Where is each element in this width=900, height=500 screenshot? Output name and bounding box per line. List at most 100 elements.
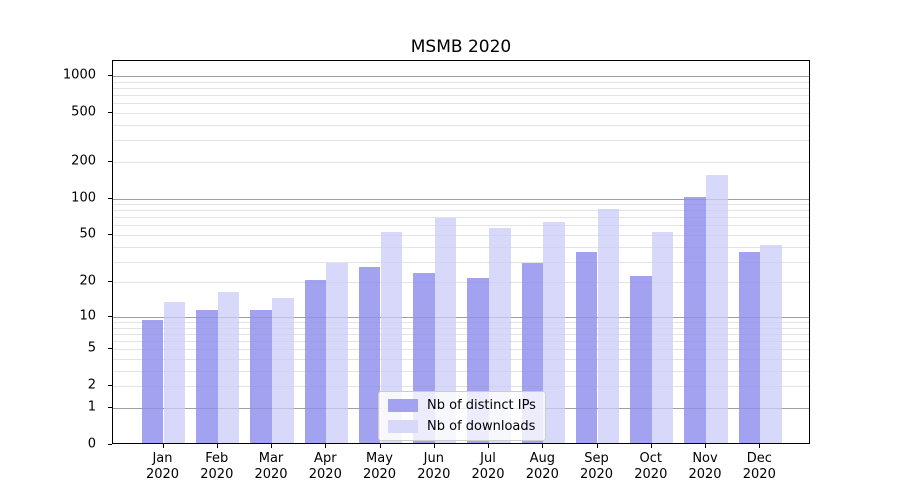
x-tick-mark-aug — [542, 444, 544, 448]
bar-ips-jan — [141, 320, 164, 443]
legend-label-downloads: Nb of downloads — [427, 419, 536, 434]
bar-downloads-jun — [434, 217, 457, 443]
x-tick-label-dec: Dec 2020 — [727, 451, 791, 483]
bar-ips-apr — [304, 280, 327, 443]
y-tick-mark-2 — [108, 385, 112, 387]
y-tick-label-1000: 1000 — [62, 67, 96, 83]
y-tick-mark-1000 — [108, 74, 112, 76]
gridline-90 — [113, 204, 809, 205]
gridline-2 — [113, 386, 809, 388]
year-text: 2020 — [471, 467, 505, 482]
x-tick-mark-jan — [162, 444, 164, 448]
month-text: May — [366, 451, 393, 466]
month-text: Jul — [480, 451, 496, 466]
y-axis-labels: 0 1 2 5 10 20 50 100 200 500 1000 — [0, 60, 105, 451]
legend-row-downloads: Nb of downloads — [388, 419, 536, 434]
x-tick-label-nov: Nov 2020 — [673, 451, 737, 483]
bar-ips-sep — [575, 251, 598, 443]
year-text: 2020 — [742, 467, 776, 482]
year-text: 2020 — [634, 467, 668, 482]
y-tick-mark-5 — [108, 348, 112, 350]
gridlines-under — [113, 61, 809, 443]
year-text: 2020 — [579, 467, 614, 482]
bar-downloads-sep — [597, 208, 620, 443]
year-text: 2020 — [525, 467, 559, 482]
y-tick-label-2: 2 — [87, 377, 96, 393]
chart-title: MSMB 2020 — [410, 37, 512, 57]
x-tick-label-jul: Jul 2020 — [456, 451, 520, 483]
y-tick-label-500: 500 — [71, 104, 96, 120]
gridline-900 — [113, 81, 809, 83]
bar-downloads-mar — [272, 298, 294, 443]
gridline-100 — [113, 198, 809, 200]
year-text: 2020 — [254, 467, 288, 482]
x-tick-label-sep: Sep 2020 — [565, 451, 629, 483]
y-tick-label-1: 1 — [87, 399, 96, 415]
x-tick-mark-apr — [325, 444, 327, 448]
gridline-3 — [113, 370, 809, 372]
bar-downloads-may — [380, 231, 403, 443]
month-text: Oct — [639, 451, 663, 466]
bar-ips-may — [358, 266, 381, 443]
y-tick-label-10: 10 — [79, 308, 96, 324]
month-text: Jun — [423, 451, 444, 466]
y-tick-mark-10 — [108, 315, 112, 317]
bar-downloads-feb — [217, 291, 240, 443]
month-text: Feb — [205, 451, 229, 466]
gridline-70 — [113, 217, 809, 219]
month-text: Jan — [152, 451, 173, 466]
legend-row-distinct-ips: Nb of distinct IPs — [388, 398, 536, 413]
x-tick-mark-feb — [216, 444, 218, 448]
y-tick-mark-1 — [108, 407, 112, 408]
month-text: Aug — [529, 451, 555, 466]
year-text: 2020 — [688, 467, 722, 482]
legend-label-distinct-ips: Nb of distinct IPs — [427, 398, 536, 413]
gridline-20 — [113, 282, 809, 284]
year-text: 2020 — [200, 467, 234, 482]
y-tick-mark-500 — [108, 111, 112, 113]
year-text: 2020 — [362, 467, 397, 482]
year-text: 2020 — [145, 467, 180, 482]
gridline-500 — [113, 112, 809, 114]
y-tick-label-50: 50 — [79, 226, 96, 242]
x-tick-mark-jun — [433, 444, 435, 448]
bars-layer — [113, 61, 809, 443]
x-tick-label-apr: Apr 2020 — [293, 451, 357, 483]
gridline-7 — [113, 333, 809, 335]
gridline-8 — [113, 327, 809, 329]
gridline-40 — [113, 246, 809, 248]
x-tick-label-feb: Feb 2020 — [185, 451, 249, 483]
x-tick-label-jun: Jun 2020 — [402, 451, 466, 483]
legend-swatch-downloads — [388, 420, 418, 433]
y-tick-label-20: 20 — [79, 273, 96, 289]
plot-area: Nb of distinct IPs Nb of downloads — [112, 60, 810, 444]
x-tick-mark-oct — [650, 444, 652, 448]
legend: Nb of distinct IPs Nb of downloads — [378, 391, 546, 441]
x-tick-mark-may — [379, 444, 381, 448]
gridline-9 — [113, 322, 809, 323]
gridline-1000 — [113, 75, 809, 77]
y-tick-mark-50 — [108, 234, 112, 235]
bar-downloads-apr — [326, 263, 348, 443]
y-tick-label-100: 100 — [71, 190, 96, 205]
bar-ips-oct — [630, 275, 652, 443]
month-text: Nov — [692, 451, 718, 466]
bar-downloads-jan — [163, 302, 186, 443]
gridline-50 — [113, 235, 809, 236]
month-text: Mar — [258, 451, 284, 466]
gridline-800 — [113, 87, 809, 89]
x-tick-mark-dec — [759, 444, 761, 448]
bar-ips-feb — [196, 310, 218, 443]
y-tick-mark-100 — [108, 197, 112, 199]
year-text: 2020 — [308, 467, 342, 482]
x-tick-mark-sep — [596, 444, 598, 448]
x-tick-label-may: May 2020 — [348, 451, 412, 483]
x-tick-label-aug: Aug 2020 — [510, 451, 574, 483]
x-tick-mark-mar — [271, 444, 272, 448]
month-text: Dec — [746, 451, 772, 466]
bar-ips-mar — [250, 310, 272, 443]
year-text: 2020 — [417, 467, 451, 482]
legend-swatch-distinct-ips — [388, 399, 418, 412]
month-text: Apr — [314, 451, 337, 466]
